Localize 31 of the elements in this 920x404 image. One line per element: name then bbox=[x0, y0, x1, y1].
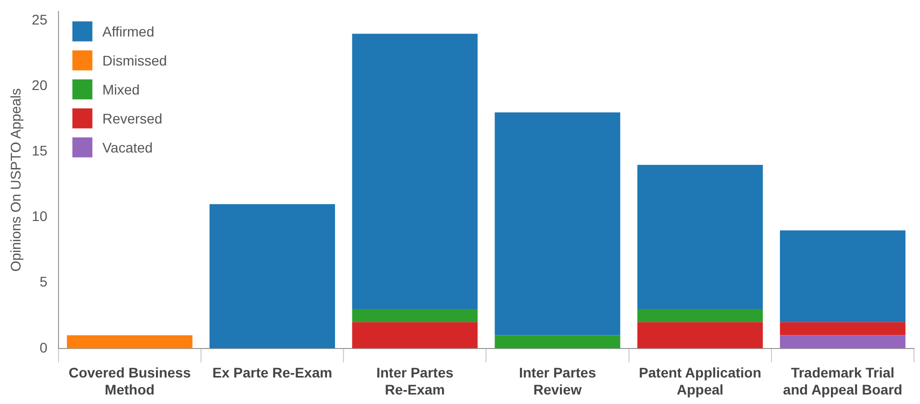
bar bbox=[352, 34, 478, 310]
legend-label: Mixed bbox=[102, 81, 140, 98]
x-tick-label: Ex Parte Re-Exam bbox=[212, 364, 332, 381]
y-tick-label: 5 bbox=[40, 274, 48, 290]
x-tick-label: Trademark Trial and Appeal Board bbox=[783, 364, 902, 398]
legend-label: Affirmed bbox=[102, 23, 154, 40]
x-tick-label: Inter Partes Re-Exam bbox=[376, 364, 454, 398]
bar bbox=[210, 204, 336, 348]
y-axis-title: Opinions On USPTO Appeals bbox=[7, 88, 24, 272]
bar bbox=[637, 309, 763, 322]
y-tick-label: 20 bbox=[32, 77, 48, 94]
x-tick-label: Patent Application Appeal bbox=[638, 364, 762, 398]
bar bbox=[352, 322, 478, 348]
bar bbox=[494, 112, 620, 336]
bar bbox=[494, 335, 620, 348]
x-tick-label: Inter Partes Review bbox=[518, 364, 596, 398]
bar bbox=[66, 335, 192, 348]
bar bbox=[637, 322, 763, 348]
y-tick-label: 0 bbox=[40, 339, 48, 356]
bar bbox=[637, 164, 763, 310]
bar bbox=[780, 322, 906, 336]
bar bbox=[780, 230, 906, 322]
x-tick-label: Covered Business Method bbox=[68, 364, 191, 398]
bar bbox=[352, 309, 478, 322]
y-tick-label: 15 bbox=[32, 142, 48, 159]
legend-label: Vacated bbox=[102, 139, 153, 156]
y-tick-label: 25 bbox=[32, 11, 48, 28]
y-tick-label: 10 bbox=[32, 208, 48, 224]
legend-label: Dismissed bbox=[102, 52, 167, 68]
legend-label: Reversed bbox=[102, 110, 162, 126]
bar bbox=[780, 335, 906, 348]
